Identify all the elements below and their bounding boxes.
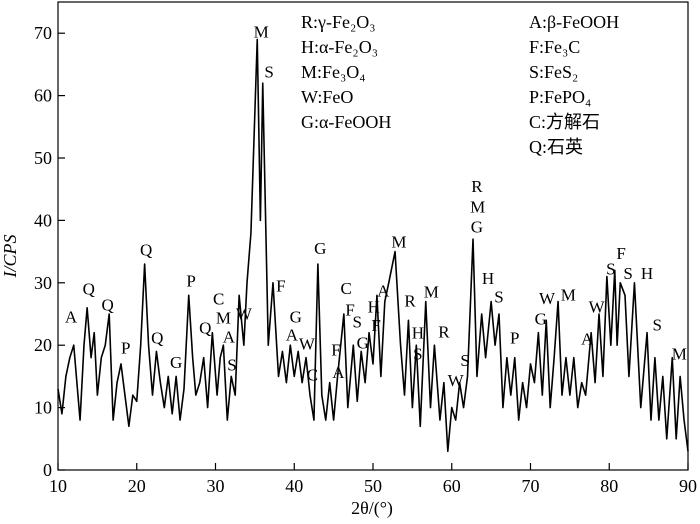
y-axis-label: I/CPS bbox=[0, 235, 20, 279]
x-tick-label: 30 bbox=[207, 476, 225, 496]
peak-label: M bbox=[561, 286, 576, 305]
x-tick-label: 90 bbox=[679, 476, 697, 496]
y-tick-label: 50 bbox=[34, 148, 52, 168]
peak-label: H bbox=[482, 269, 494, 288]
legend-entry: C:方解石 bbox=[529, 112, 600, 132]
peak-label: Q bbox=[140, 241, 152, 260]
peak-label: G bbox=[357, 334, 369, 353]
peak-label: S bbox=[353, 312, 362, 331]
peak-label: M bbox=[470, 198, 485, 217]
peak-label: P bbox=[186, 271, 195, 290]
peak-label: S bbox=[413, 344, 422, 363]
y-tick-label: 30 bbox=[34, 273, 52, 293]
peak-label: C bbox=[213, 289, 224, 308]
peak-label: M bbox=[216, 309, 231, 328]
peak-label: W bbox=[448, 371, 465, 390]
peak-label: M bbox=[254, 22, 269, 41]
legend-entry: M:Fe₃O₄ bbox=[301, 62, 366, 82]
peak-label: F bbox=[371, 316, 380, 335]
peak-label: W bbox=[539, 289, 556, 308]
x-axis-label: 2θ/(°) bbox=[351, 498, 393, 519]
peak-label: M bbox=[672, 344, 687, 363]
x-tick-label: 50 bbox=[364, 476, 382, 496]
peak-label: R bbox=[471, 177, 483, 196]
peak-label: G bbox=[535, 309, 547, 328]
peak-label: W bbox=[299, 334, 316, 353]
legend-entry: G:α-FeOOH bbox=[301, 112, 391, 132]
peak-label: C bbox=[307, 366, 318, 385]
y-tick-label: 20 bbox=[34, 335, 52, 355]
legend-entry: A:β-FeOOH bbox=[529, 12, 619, 32]
peak-label: S bbox=[494, 288, 503, 307]
y-tick-label: 70 bbox=[34, 23, 52, 43]
peak-label: M bbox=[424, 283, 439, 302]
xrd-line bbox=[57, 38, 689, 453]
peak-label: S bbox=[227, 356, 236, 375]
peak-label: S bbox=[460, 351, 469, 370]
y-tick-label: 40 bbox=[34, 210, 52, 230]
legend-entry: R:γ-Fe₂O₃ bbox=[301, 12, 376, 32]
peak-label: Q bbox=[83, 279, 95, 298]
peak-label: F bbox=[616, 244, 625, 263]
legend-entry: P:FePO₄ bbox=[529, 87, 591, 107]
peak-label: F bbox=[345, 301, 354, 320]
x-tick-label: 20 bbox=[128, 476, 146, 496]
x-tick-label: 40 bbox=[285, 476, 303, 496]
peak-label: P bbox=[121, 339, 130, 358]
peak-label: S bbox=[264, 62, 273, 81]
peak-label: S bbox=[606, 259, 615, 278]
peak-label: G bbox=[314, 239, 326, 258]
plot-frame bbox=[57, 1, 689, 471]
peak-label: R bbox=[438, 322, 450, 341]
x-tick-label: 70 bbox=[522, 476, 540, 496]
peak-label: H bbox=[641, 264, 653, 283]
peak-label: A bbox=[65, 307, 78, 326]
peak-label: Q bbox=[151, 329, 163, 348]
x-tick-label: 10 bbox=[49, 476, 67, 496]
peak-label: Q bbox=[101, 296, 113, 315]
peak-label: S bbox=[653, 316, 662, 335]
peak-label: A bbox=[332, 363, 345, 382]
peak-label: S bbox=[623, 264, 632, 283]
legend-entry: S:FeS₂ bbox=[529, 62, 578, 82]
peak-label: H bbox=[412, 324, 424, 343]
legend-entry: H:α-Fe₂O₃ bbox=[301, 37, 378, 57]
legend-entry: W:FeO bbox=[301, 87, 353, 107]
legend-entry: Q:石英 bbox=[529, 137, 583, 157]
peak-label: A bbox=[286, 326, 299, 345]
y-tick-label: 10 bbox=[34, 398, 52, 418]
peak-label: A bbox=[223, 327, 236, 346]
peak-label: M bbox=[391, 233, 406, 252]
x-tick-label: 80 bbox=[600, 476, 618, 496]
peak-label: F bbox=[276, 276, 285, 295]
peak-label: W bbox=[236, 304, 253, 323]
peak-label: C bbox=[341, 279, 352, 298]
peak-label: G bbox=[170, 353, 182, 372]
y-tick-label: 0 bbox=[43, 460, 52, 480]
y-tick-label: 60 bbox=[34, 86, 52, 106]
peak-label: A bbox=[377, 281, 390, 300]
peak-label: H bbox=[368, 298, 380, 317]
peak-label: R bbox=[404, 291, 416, 310]
peak-label: W bbox=[589, 298, 606, 317]
peak-label: G bbox=[471, 218, 483, 237]
legend-entry: F:Fe₃C bbox=[529, 37, 580, 57]
x-tick-label: 60 bbox=[443, 476, 461, 496]
peak-label: P bbox=[510, 329, 519, 348]
peak-label: Q bbox=[199, 319, 211, 338]
peak-label: A bbox=[581, 329, 594, 348]
peak-label: F bbox=[331, 341, 340, 360]
peak-label: G bbox=[290, 307, 302, 326]
